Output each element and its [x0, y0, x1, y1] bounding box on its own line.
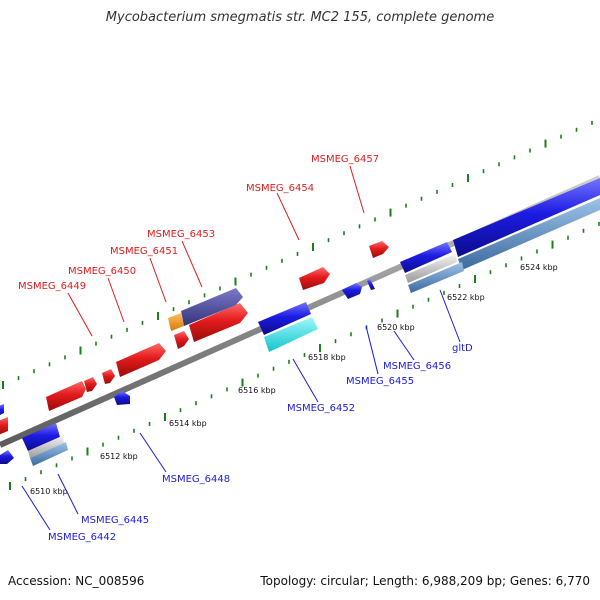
forward-connectors [67, 165, 365, 337]
gene-feature-forward[interactable] [189, 303, 248, 342]
reverse-connectors [21, 289, 461, 531]
gene-feature-reverse[interactable] [367, 279, 375, 290]
gene-label-msmeg-6450[interactable]: MSMEG_6450 [68, 266, 136, 277]
gene-feature-reverse[interactable] [453, 178, 600, 257]
gene-label-msmeg-6455[interactable]: MSMEG_6455 [346, 376, 414, 387]
scale-label: 6520 kbp [377, 323, 415, 332]
reverse-strand-features [0, 178, 600, 466]
gene-feature-steel[interactable] [408, 262, 464, 293]
gene-feature-silver[interactable] [405, 254, 457, 283]
gene-feature-reverse[interactable] [0, 450, 14, 464]
scale-label: 6524 kbp [520, 263, 558, 272]
gene-feature-forward[interactable] [102, 369, 115, 384]
gene-label-msmeg-6457[interactable]: MSMEG_6457 [311, 154, 379, 165]
scale-label: 6516 kbp [238, 386, 276, 395]
gene-feature-reverse[interactable] [258, 302, 311, 335]
gene-feature-forward[interactable] [46, 381, 86, 411]
gene-feature-steel[interactable] [458, 198, 600, 270]
gene-label-msmeg-6451[interactable]: MSMEG_6451 [110, 246, 178, 257]
map-title: Mycobacterium smegmatis str. MC2 155, co… [105, 10, 495, 25]
gene-feature-silver[interactable] [28, 436, 64, 458]
gene-feature-slate[interactable] [181, 288, 243, 326]
gene-feature-forward[interactable] [84, 377, 97, 392]
forward-strand-features [0, 241, 389, 435]
gene-feature-forward[interactable] [0, 417, 8, 435]
scale-label: 6522 kbp [447, 293, 485, 302]
gene-label-msmeg-6454[interactable]: MSMEG_6454 [246, 183, 314, 194]
gene-label-msmeg-6448[interactable]: MSMEG_6448 [162, 474, 230, 485]
gene-label-gltd[interactable]: gltD [452, 343, 473, 354]
gene-feature-forward[interactable] [299, 267, 330, 290]
gene-feature-reverse[interactable] [400, 242, 452, 273]
gene-feature-reverse[interactable] [22, 423, 60, 451]
gene-feature-forward[interactable] [116, 343, 166, 377]
gene-feature-reverse[interactable] [342, 283, 362, 299]
gene-feature-reverse[interactable] [0, 404, 4, 417]
gene-label-msmeg-6456[interactable]: MSMEG_6456 [383, 361, 451, 372]
gene-feature-reverse[interactable] [114, 391, 130, 405]
scale-label: 6510 kbp [30, 487, 68, 496]
scale-label: 6518 kbp [308, 353, 346, 362]
gene-label-msmeg-6449[interactable]: MSMEG_6449 [18, 281, 86, 292]
gene-feature-orange[interactable] [168, 313, 184, 331]
gene-label-msmeg-6453[interactable]: MSMEG_6453 [147, 229, 215, 240]
topology-text: Topology: circular; Length: 6,988,209 bp… [260, 574, 590, 588]
lower-tick-row [9, 221, 600, 490]
scale-labels: 6510 kbp 6512 kbp 6514 kbp 6516 kbp 6518 kbp… [30, 263, 558, 496]
gene-feature-forward[interactable] [174, 331, 189, 349]
gene-feature-forward[interactable] [369, 241, 389, 258]
scale-label: 6512 kbp [100, 452, 138, 461]
gene-label-msmeg-6445[interactable]: MSMEG_6445 [81, 515, 149, 526]
accession-text: Accession: NC_008596 [8, 574, 145, 588]
gene-label-msmeg-6452[interactable]: MSMEG_6452 [287, 403, 355, 414]
gene-feature-cyan[interactable] [264, 317, 318, 352]
gene-label-msmeg-6442[interactable]: MSMEG_6442 [48, 532, 116, 543]
gene-feature-steel[interactable] [30, 442, 68, 466]
scale-label: 6514 kbp [169, 419, 207, 428]
upper-tick-row [2, 120, 593, 389]
